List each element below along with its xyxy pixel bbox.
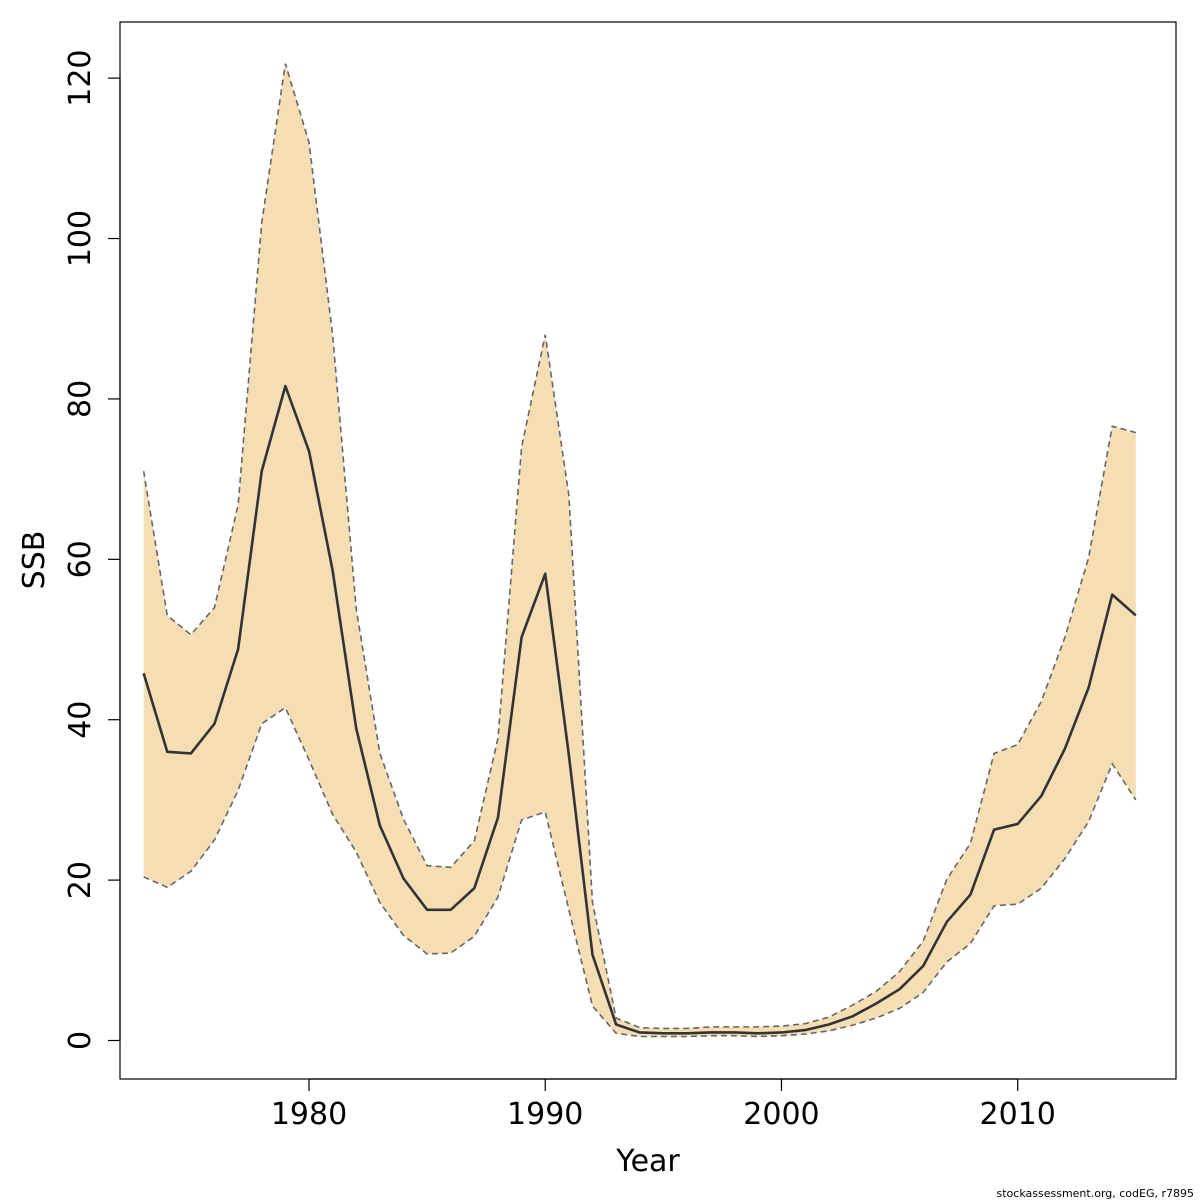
credit-text: stockassessment.org, codEG, r7895 [997, 1187, 1194, 1200]
bound-lines-layer [142, 63, 1137, 1038]
y-tick-label: 100 [63, 210, 98, 267]
y-tick-label: 60 [63, 540, 98, 578]
x-axis-title: Year [615, 1144, 680, 1179]
lower-bound-line [143, 706, 1137, 1038]
upper-bound-line [142, 63, 1137, 1030]
series-line-layer [142, 384, 1137, 1035]
x-tick-label: 2010 [980, 1097, 1056, 1132]
confidence-band-layer [143, 63, 1136, 1037]
y-tick-label: 40 [63, 701, 98, 739]
ssb-estimate-line [142, 384, 1137, 1035]
x-tick-label: 2000 [743, 1097, 819, 1132]
x-tick-label: 1990 [507, 1097, 583, 1132]
confidence-band [143, 63, 1136, 1037]
x-axis: 1980 1990 2000 2010 [271, 1078, 1056, 1132]
y-tick-label: 80 [63, 380, 98, 418]
y-tick-label: 120 [63, 50, 98, 107]
y-axis-title: SSB [17, 531, 52, 590]
y-tick-label: 20 [63, 861, 98, 899]
y-axis: 0 20 40 60 80 100 120 [63, 50, 121, 1050]
x-tick-label: 1980 [271, 1097, 347, 1132]
y-tick-label: 0 [63, 1031, 98, 1050]
